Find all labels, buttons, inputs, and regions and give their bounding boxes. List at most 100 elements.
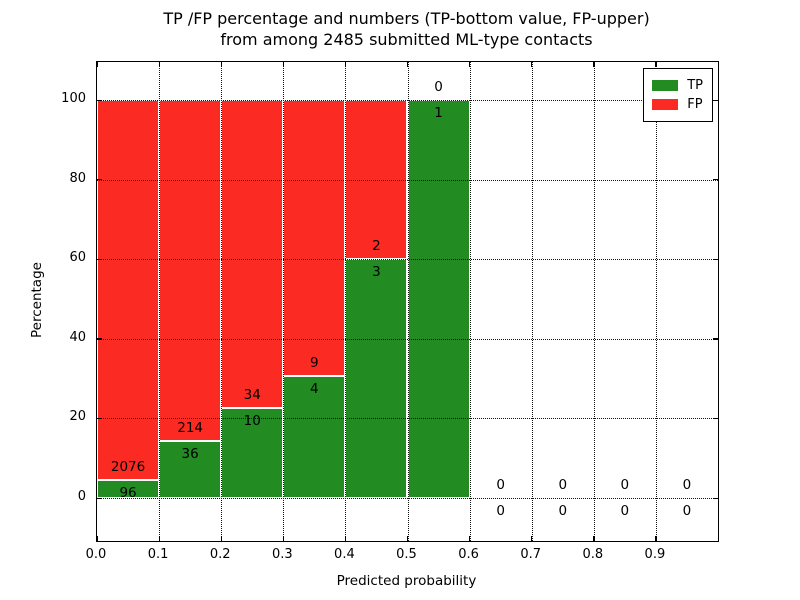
fp-count-label: 0: [496, 477, 505, 493]
x-axis-label: Predicted probability: [336, 573, 477, 589]
y-tick-mark: [97, 179, 102, 181]
fp-bar-segment: [283, 100, 346, 376]
legend-label-tp: TP: [687, 78, 703, 93]
y-tick-label: 40: [69, 329, 86, 345]
x-tick-mark: [717, 536, 719, 541]
y-tick-mark: [713, 258, 718, 260]
tp-count-label: 4: [310, 380, 319, 397]
y-tick-mark: [713, 497, 718, 499]
x-tick-label: 0.5: [396, 547, 417, 562]
x-tick-mark: [96, 62, 98, 67]
tp-bar-segment: [283, 375, 346, 498]
v-gridline: [655, 62, 657, 541]
x-tick-mark: [531, 62, 533, 67]
x-tick-mark: [344, 536, 347, 541]
x-tick-mark: [344, 62, 347, 67]
x-tick-mark: [655, 536, 657, 541]
x-tick-mark: [220, 536, 222, 541]
tp-count-label: 0: [682, 503, 692, 519]
tp-bar-segment: [221, 407, 284, 498]
legend-label-fp: FP: [687, 97, 703, 112]
x-tick-label: 0.6: [458, 547, 479, 562]
y-axis-label: Percentage: [29, 262, 45, 338]
y-tick-mark: [97, 417, 102, 420]
tp-count-label: 96: [119, 485, 137, 502]
y-tick-mark: [713, 99, 718, 101]
y-tick-mark: [713, 338, 718, 340]
y-tick-label: 80: [69, 170, 86, 186]
y-tick-mark: [97, 258, 102, 260]
v-gridline: [593, 62, 595, 541]
x-tick-mark: [158, 536, 160, 541]
v-gridline: [531, 62, 533, 541]
x-tick-label: 0.4: [334, 547, 355, 562]
tp-count-label: 10: [243, 412, 261, 429]
tp-bar-segment: [407, 100, 470, 498]
chart-title: TP /FP percentage and numbers (TP-bottom…: [96, 8, 717, 50]
fp-count-label: 214: [177, 419, 204, 436]
x-tick-label: 0.8: [582, 547, 604, 562]
x-tick-mark: [220, 62, 222, 67]
y-tick-label: 60: [69, 250, 86, 266]
tp-bar-segment: [345, 259, 408, 498]
y-tick-mark: [713, 179, 718, 181]
legend: TP FP: [643, 68, 713, 122]
tp-count-label: 36: [181, 445, 199, 462]
fp-count-label: 2076: [110, 459, 146, 476]
x-tick-mark: [96, 536, 98, 541]
y-tick-mark: [97, 338, 102, 340]
tp-count-label: 0: [558, 503, 568, 519]
fp-count-label: 0: [434, 79, 443, 95]
y-tick-label: 20: [69, 409, 86, 425]
v-gridline: [221, 62, 223, 541]
x-tick-label: 0.0: [85, 547, 107, 562]
tp-legend-swatch-icon: [652, 80, 679, 91]
y-tick-mark: [97, 497, 102, 499]
x-tick-label: 0.1: [147, 547, 169, 562]
fp-count-label: 9: [310, 354, 319, 371]
fp-bar-segment: [159, 100, 222, 441]
v-gridline: [159, 62, 161, 541]
x-tick-mark: [407, 536, 409, 541]
x-tick-mark: [593, 536, 595, 541]
fp-count-label: 0: [558, 477, 568, 493]
fp-count-label: 2: [372, 238, 381, 255]
x-tick-label: 0.9: [644, 547, 666, 562]
tp-count-label: 0: [620, 503, 630, 519]
x-tick-mark: [158, 62, 160, 67]
legend-entry-fp: FP: [652, 96, 703, 113]
v-gridline: [283, 62, 285, 541]
x-tick-label: 0.2: [209, 547, 231, 562]
x-tick-mark: [469, 62, 471, 67]
v-gridline: [469, 62, 471, 541]
fp-count-label: 0: [682, 477, 692, 493]
x-tick-label: 0.3: [271, 547, 293, 562]
chart-title-line2: from among 2485 submitted ML-type contac…: [220, 30, 593, 49]
legend-entry-tp: TP: [652, 77, 703, 94]
x-tick-label: 0.7: [520, 547, 542, 562]
y-tick-label: 100: [61, 91, 86, 106]
y-tick-mark: [97, 99, 102, 101]
tp-count-label: 3: [372, 264, 381, 281]
v-gridline: [345, 62, 347, 541]
x-tick-mark: [469, 536, 471, 541]
v-gridline: [407, 62, 409, 541]
fp-count-label: 0: [620, 477, 630, 493]
fp-bar-segment: [97, 100, 160, 481]
x-tick-mark: [531, 536, 533, 541]
tp-count-label: 1: [434, 105, 443, 121]
x-tick-mark: [407, 62, 409, 67]
y-tick-label: 0: [77, 489, 86, 504]
fp-legend-swatch-icon: [652, 99, 679, 110]
fp-bar-segment: [221, 100, 284, 408]
plot-area: TP FP 2076 96 214 36 34 10 9 4 2 3 0 1 0 0 0 0 0 0 0 0: [96, 61, 719, 542]
x-tick-mark: [282, 536, 285, 541]
x-tick-mark: [655, 62, 657, 67]
tp-bar-segment: [159, 440, 222, 498]
fp-count-label: 34: [243, 386, 261, 403]
y-tick-mark: [713, 417, 718, 420]
tp-count-label: 0: [496, 503, 505, 519]
chart-title-line1: TP /FP percentage and numbers (TP-bottom…: [163, 9, 650, 28]
tp-bar-segment: [97, 480, 160, 498]
